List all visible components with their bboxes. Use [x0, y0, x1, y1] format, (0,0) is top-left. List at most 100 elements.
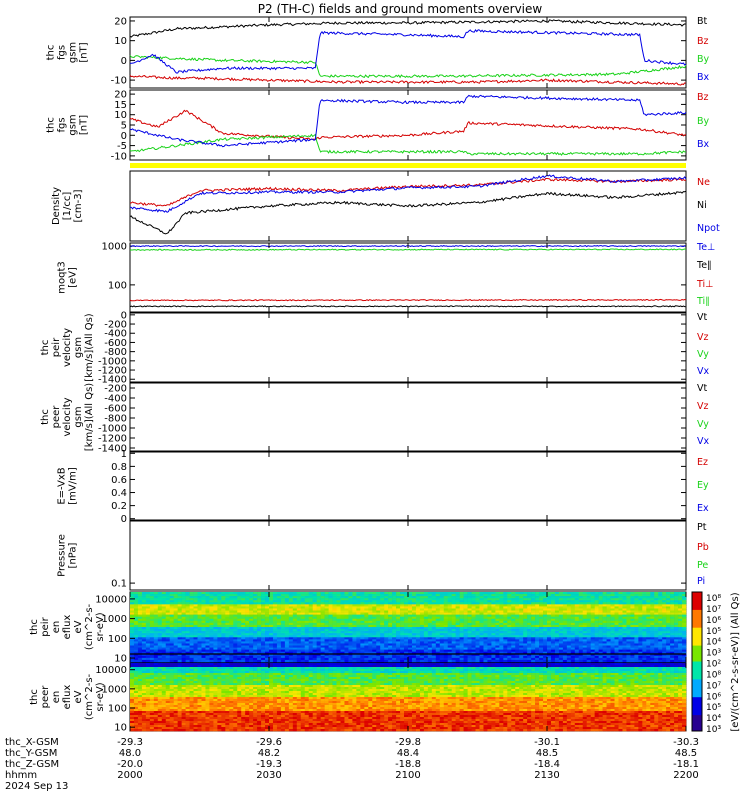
spectrogram-cell — [658, 655, 663, 659]
spectrogram-cell — [328, 647, 333, 650]
spectrogram-cell — [435, 633, 441, 636]
spectrogram-cell — [157, 614, 163, 618]
spectrogram-cell — [642, 622, 647, 626]
spectrogram-cell — [408, 600, 413, 603]
spectrogram-cell — [439, 653, 445, 657]
spectrogram-cell — [539, 637, 544, 640]
spectrogram-cell — [344, 653, 349, 657]
spectrogram-cell — [487, 604, 492, 607]
spectrogram-cell — [133, 594, 139, 597]
spectrogram-cell — [435, 649, 441, 653]
spectrogram-cell — [249, 592, 254, 595]
spectrogram-cell — [133, 641, 139, 644]
spectrogram-cell — [535, 653, 540, 657]
spectrogram-cell — [519, 635, 524, 638]
spectrogram-cell — [376, 618, 381, 622]
spectrogram-cell — [658, 598, 663, 601]
spectrogram-cell — [662, 629, 667, 632]
spectrogram-cell — [602, 594, 607, 597]
spectrogram-cell — [296, 649, 302, 653]
spectrogram-cell — [233, 653, 238, 657]
spectrogram-cell — [292, 620, 298, 624]
spectrogram-cell — [145, 596, 151, 599]
spectrogram-cell — [392, 610, 397, 613]
spectrogram-cell — [459, 627, 464, 630]
spectrogram-cell — [495, 600, 500, 603]
spectrogram-cell — [221, 657, 226, 661]
spectrogram-cell — [650, 598, 655, 601]
spectrogram-cell — [265, 629, 270, 632]
spectrogram-cell — [376, 653, 381, 657]
spectrogram-cell — [130, 643, 135, 646]
spectrogram-cell — [606, 620, 611, 624]
spectrogram-cell — [539, 655, 544, 659]
spectrogram-cell — [650, 649, 655, 653]
spectrogram-cell — [141, 624, 147, 628]
spectrogram-cell — [376, 657, 381, 661]
spectrogram-cell — [364, 635, 369, 638]
spectrogram-cell — [570, 645, 576, 648]
spectrogram-cell — [459, 649, 464, 653]
spectrogram-cell — [467, 647, 472, 650]
spectrogram-cell — [539, 651, 544, 655]
spectrogram-cell — [622, 610, 627, 613]
spectrogram-cell — [630, 596, 635, 599]
spectrogram-cell — [499, 639, 504, 642]
spectrogram-cell — [356, 637, 361, 640]
spectrogram-cell — [423, 643, 429, 646]
spectrogram-cell — [431, 657, 437, 661]
spectrogram-cell — [300, 645, 306, 648]
spectrogram-cell — [467, 598, 472, 601]
spectrogram-cell — [392, 616, 397, 620]
spectrogram-cell — [638, 629, 643, 632]
spectrogram-cell — [467, 608, 472, 611]
spectrogram-cell — [261, 635, 266, 638]
spectrogram-cell — [547, 594, 552, 597]
spectrogram-cell — [320, 629, 325, 632]
spectrogram-cell — [642, 635, 647, 638]
spectrogram-cell — [499, 598, 504, 601]
spectrogram-cell — [523, 659, 528, 663]
spectrogram-cell — [352, 631, 357, 634]
spectrogram-cell — [618, 639, 623, 642]
spectrogram-cell — [253, 659, 258, 663]
spectrogram-cell — [570, 631, 576, 634]
spectrogram-cell — [249, 639, 254, 642]
spectrogram-cell — [388, 620, 393, 624]
spectrogram-cell — [503, 622, 508, 626]
spectrogram-cell — [594, 614, 599, 618]
spectrogram-cell — [634, 598, 639, 601]
spectrogram-cell — [292, 616, 298, 620]
spectrogram-cell — [451, 620, 456, 624]
spectrogram-cell — [312, 622, 317, 626]
legend-label: Vt — [697, 312, 707, 323]
spectrogram-cell — [261, 624, 266, 628]
spectrogram-cell — [169, 645, 174, 648]
spectrogram-cell — [316, 631, 321, 634]
spectrogram-cell — [284, 641, 290, 644]
spectrogram-cell — [193, 647, 198, 650]
spectrogram-cell — [261, 645, 266, 648]
spectrogram-cell — [666, 600, 671, 603]
spectrogram-cell — [558, 629, 564, 632]
spectrogram-cell — [594, 645, 599, 648]
spectrogram-cell — [217, 614, 222, 618]
spectrogram-cell — [479, 606, 484, 609]
spectrogram-cell — [364, 631, 369, 634]
spectrogram-cell — [225, 639, 230, 642]
spectrogram-cell — [169, 596, 174, 599]
y-tick-label: -800 — [104, 347, 127, 358]
spectrogram-cell — [586, 594, 591, 597]
spectrogram-cell — [276, 604, 282, 607]
spectrogram-cell — [543, 629, 548, 632]
spectrogram-cell — [558, 649, 564, 653]
spectrogram-cell — [316, 610, 321, 613]
spectrogram-cell — [380, 614, 385, 618]
spectrogram-cell — [495, 651, 500, 655]
spectrogram-cell — [606, 649, 611, 653]
spectrogram-cell — [213, 641, 218, 644]
spectrogram-cell — [435, 647, 441, 650]
spectrogram-cell — [165, 651, 171, 655]
spectrogram-cell — [547, 606, 552, 609]
spectrogram-cell — [582, 651, 588, 655]
